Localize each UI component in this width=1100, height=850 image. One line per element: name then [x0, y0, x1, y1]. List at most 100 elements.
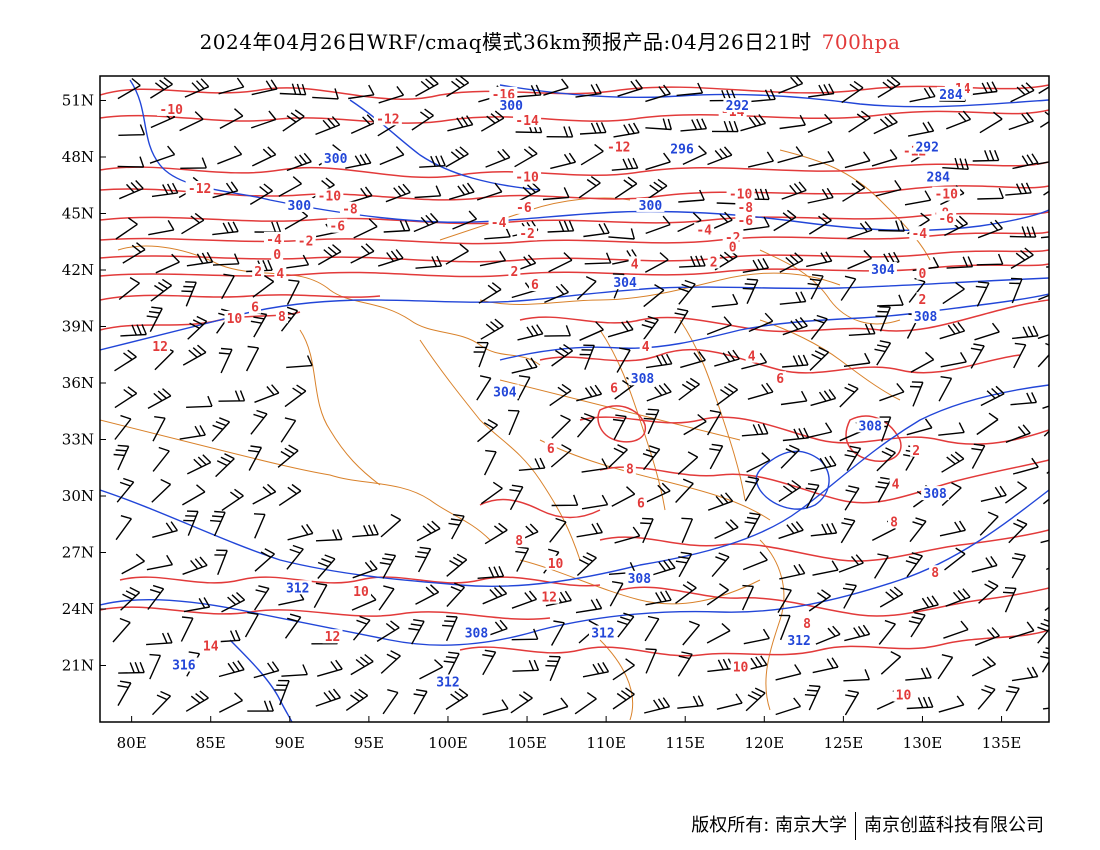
- map-title: 2024年04月26日WRF/cmaq模式36km预报产品:04月26日21时 7…: [0, 26, 1100, 55]
- wind-barb: [1011, 666, 1039, 682]
- wind-barb: [646, 383, 672, 402]
- wind-barb: [807, 274, 824, 300]
- wind-barb: [976, 253, 1004, 266]
- wind-barb: [807, 187, 834, 204]
- wind-barb: [1010, 82, 1035, 103]
- height-label-bg: [911, 309, 940, 324]
- wind-barb: [385, 183, 411, 203]
- wind-barb: [317, 244, 342, 266]
- wind-barb: [510, 691, 533, 714]
- temperature-label: 2: [912, 444, 920, 459]
- wind-barb: [847, 221, 873, 240]
- wind-barb: [218, 77, 245, 95]
- wind-barb: [941, 482, 962, 507]
- contour-labels: -16-14-10-12-14-14-12-12-12-10-10-10-10-…: [150, 81, 973, 704]
- wind-barb: [279, 83, 307, 96]
- height-label-bg: [433, 674, 462, 689]
- footer-divider: [855, 812, 856, 840]
- temperature-label: -8: [342, 203, 358, 218]
- temperature-label-bg: [623, 461, 636, 476]
- temperature-label-bg: [224, 310, 245, 325]
- wind-barb: [1046, 470, 1049, 474]
- wind-barb: [711, 120, 739, 133]
- temperature-label: 2: [919, 293, 927, 308]
- wind-barb: [118, 276, 140, 301]
- temperature-label: -2: [298, 235, 314, 250]
- wind-barb: [808, 151, 835, 167]
- wind-barb: [742, 278, 759, 304]
- wind-barb: [677, 651, 693, 677]
- temperature-label-bg: [694, 222, 715, 237]
- wind-barb: [617, 79, 643, 97]
- wind-barb: [1042, 498, 1049, 505]
- wind-barb: [939, 321, 966, 340]
- wind-barb: [682, 620, 701, 646]
- temperature-label: 6: [637, 497, 645, 512]
- lat-tick-label: 27N: [62, 543, 94, 561]
- wind-barb: [908, 277, 926, 303]
- temperature-label: 4: [748, 350, 756, 365]
- wind-barb: [1009, 226, 1037, 238]
- wind-barb: [642, 445, 661, 471]
- wind-barb: [616, 612, 635, 638]
- wind-barb: [511, 590, 538, 609]
- latitude-axis: 51N 48N 45N 42N 39N 36N 33N 30N 27N 24N 21N: [62, 91, 106, 674]
- temperature-label-bg: [513, 533, 526, 548]
- wind-barb: [876, 447, 896, 472]
- wind-barb: [514, 84, 542, 98]
- wind-barb: [146, 632, 173, 646]
- wind-barb: [809, 346, 830, 371]
- wind-barb: [815, 625, 841, 645]
- temperature-label-bg: [271, 246, 284, 261]
- wind-barb: [1037, 161, 1049, 165]
- wind-barb: [807, 113, 833, 133]
- wind-barb: [117, 156, 145, 168]
- wind-barb: [675, 551, 693, 578]
- wind-barb: [977, 219, 1003, 239]
- temperature-label: 2: [510, 265, 518, 280]
- lon-tick-label: 90E: [275, 734, 305, 752]
- wind-barb: [352, 615, 371, 641]
- temperature-label: 0: [273, 248, 281, 263]
- wind-barb: [808, 83, 835, 98]
- wind-barb: [415, 546, 432, 573]
- wind-barb: [476, 182, 503, 201]
- wind-barb: [117, 77, 141, 100]
- wind-barb: [313, 582, 328, 609]
- wind-barb: [416, 520, 441, 542]
- height-label: 296: [670, 142, 694, 157]
- wind-barb: [1045, 567, 1049, 571]
- wind-barb: [282, 109, 305, 132]
- wind-barb: [445, 243, 469, 265]
- height-label-bg: [462, 625, 491, 640]
- temperature-label-bg: [735, 199, 756, 214]
- wind-barb: [115, 515, 132, 541]
- wind-barb: [551, 494, 579, 507]
- temperature-label-bg: [726, 239, 739, 254]
- wind-barb: [741, 352, 768, 370]
- wind-barb: [352, 524, 379, 538]
- temperature-label-bg: [628, 256, 641, 271]
- wind-barb: [677, 212, 702, 233]
- wind-barb: [842, 180, 866, 202]
- height-label-bg: [611, 275, 640, 290]
- wind-barb: [806, 422, 833, 439]
- temperature-label: -12: [376, 112, 399, 127]
- height-label-bg: [169, 657, 198, 672]
- wind-barb: [449, 182, 475, 200]
- height-label-bg: [723, 98, 752, 113]
- wind-barb: [607, 320, 634, 338]
- wind-barb: [114, 349, 137, 372]
- temperature-label-bg: [157, 101, 186, 116]
- wind-barb: [875, 476, 892, 503]
- wind-barb: [383, 220, 411, 233]
- wind-barb: [778, 479, 802, 502]
- wind-barb: [678, 189, 705, 203]
- height-label: 300: [499, 99, 523, 114]
- wind-barb: [287, 523, 314, 541]
- wind-barb: [742, 551, 768, 571]
- temperature-label: -4: [491, 216, 507, 231]
- wind-barb: [810, 522, 838, 537]
- lat-tick-label: 24N: [62, 600, 94, 618]
- wind-barb: [804, 684, 821, 711]
